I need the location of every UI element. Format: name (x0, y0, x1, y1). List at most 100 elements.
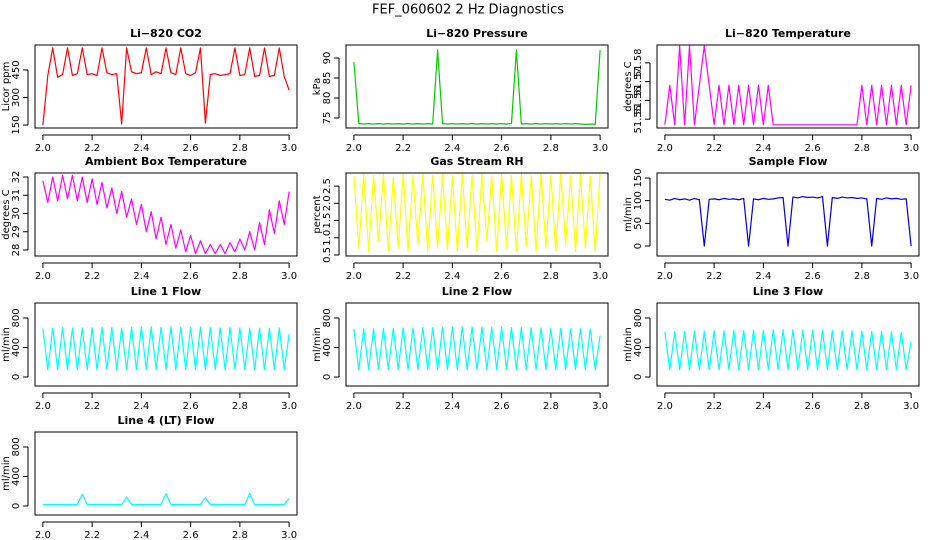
data-line (353, 326, 601, 371)
data-line (42, 47, 290, 126)
panel: Ambient Box Temperature degrees C 2.0 2.2 2.… (1, 155, 298, 282)
x-tick-label: 2.2 (84, 530, 100, 540)
x-tick-label: 2.4 (444, 401, 460, 412)
panel-title: Line 3 Flow (753, 285, 823, 298)
x-tick-label: 2.2 (84, 143, 100, 154)
x-tick-label: 2.0 (35, 271, 51, 282)
x-tick-label: 3.0 (281, 143, 297, 154)
y-tick-label: 80 (322, 92, 333, 105)
x-tick-label: 2.8 (232, 271, 248, 282)
x-tick-label: 2.0 (657, 143, 673, 154)
y-tick-label: 400 (633, 338, 644, 357)
y-tick-label: 0 (322, 374, 333, 380)
x-tick-label: 2.0 (346, 143, 362, 154)
panel: Sample Flow ml/min 2.0 2.2 2.4 2.6 2.8 3.0 0 50 10… (623, 155, 920, 282)
y-tick-label: 0 (633, 374, 644, 380)
x-tick-label: 3.0 (281, 271, 297, 282)
data-line (353, 173, 601, 253)
plot-frame (345, 44, 609, 129)
x-tick-label: 2.6 (183, 271, 199, 282)
x-tick-label: 2.6 (183, 143, 199, 154)
y-tick-label: 51.57 (633, 67, 644, 96)
x-tick-label: 3.0 (281, 530, 297, 540)
x-tick-label: 2.8 (232, 401, 248, 412)
data-line (664, 45, 912, 126)
x-tick-label: 2.4 (755, 271, 771, 282)
y-tick-label: 0 (11, 503, 22, 509)
y-axis-label: ml/min (1, 327, 12, 362)
y-tick-label: 31 (11, 189, 22, 202)
x-tick-label: 2.2 (706, 143, 722, 154)
y-tick-label: 2.5 (322, 178, 333, 194)
y-tick-label: 1.5 (322, 213, 333, 229)
x-tick-label: 2.2 (84, 401, 100, 412)
panel: Li−820 Temperature degrees C 2.0 2.2 2.4 2.6 2… (623, 27, 920, 154)
x-tick-label: 2.0 (35, 143, 51, 154)
panel-title: Li−820 CO2 (130, 27, 202, 40)
x-tick-label: 2.6 (494, 401, 510, 412)
y-tick-label: 51.58 (633, 49, 644, 78)
x-tick-label: 2.4 (133, 143, 149, 154)
y-tick-label: 51.56 (633, 86, 644, 115)
y-tick-label: 150 (633, 168, 644, 187)
x-tick-label: 2.2 (395, 271, 411, 282)
y-axis-label: ml/min (1, 456, 12, 491)
y-tick-label: 51.55 (633, 105, 644, 134)
x-tick-label: 2.8 (854, 401, 870, 412)
x-tick-label: 2.4 (755, 401, 771, 412)
x-tick-label: 2.6 (494, 143, 510, 154)
y-axis-label: degrees C (623, 61, 634, 111)
x-tick-label: 2.8 (854, 271, 870, 282)
panel: Line 2 Flow ml/min 2.0 2.2 2.4 2.6 2.8 3.0 0 400 8… (312, 285, 609, 412)
plot-frame (34, 44, 298, 129)
y-tick-label: 400 (11, 338, 22, 357)
x-tick-label: 3.0 (903, 271, 919, 282)
x-tick-label: 2.8 (854, 143, 870, 154)
x-tick-label: 2.4 (755, 143, 771, 154)
x-tick-label: 2.0 (35, 530, 51, 540)
panel-title: Gas Stream RH (430, 155, 523, 168)
x-tick-label: 2.8 (543, 401, 559, 412)
y-tick-label: 800 (11, 308, 22, 327)
panel: Line 4 (LT) Flow ml/min 2.0 2.2 2.4 2.6 2.8 3.0… (1, 414, 298, 540)
x-tick-label: 2.2 (395, 143, 411, 154)
y-tick-label: 2.0 (322, 195, 333, 211)
x-tick-label: 2.6 (805, 271, 821, 282)
y-tick-label: 90 (322, 52, 333, 65)
plot-frame (34, 172, 298, 257)
y-axis-label: percent (312, 195, 323, 233)
x-tick-label: 2.6 (805, 143, 821, 154)
x-tick-label: 2.2 (84, 271, 100, 282)
plot-frame (656, 302, 920, 387)
plot-frame (656, 172, 920, 257)
y-axis-label: Licor ppm (1, 62, 12, 112)
y-tick-label: 800 (322, 308, 333, 327)
panel: Line 3 Flow ml/min 2.0 2.2 2.4 2.6 2.8 3.0 0 400 8… (623, 285, 920, 412)
x-tick-label: 2.8 (232, 530, 248, 540)
y-tick-label: 150 (11, 116, 22, 135)
x-tick-label: 2.0 (346, 271, 362, 282)
y-tick-label: 50 (633, 217, 644, 230)
data-line (42, 326, 290, 371)
x-tick-label: 2.2 (706, 401, 722, 412)
x-tick-label: 2.8 (543, 143, 559, 154)
y-tick-label: 400 (11, 467, 22, 486)
x-tick-label: 2.2 (706, 271, 722, 282)
x-tick-label: 2.4 (133, 401, 149, 412)
panel-title: Sample Flow (749, 155, 828, 168)
x-tick-label: 2.8 (232, 143, 248, 154)
panel-title: Ambient Box Temperature (85, 155, 247, 168)
panel: Line 1 Flow ml/min 2.0 2.2 2.4 2.6 2.8 3.0 0 400 8… (1, 285, 298, 412)
figure-title: FEF_060602 2 Hz Diagnostics (372, 3, 564, 18)
x-tick-label: 3.0 (592, 401, 608, 412)
plot-frame (34, 302, 298, 387)
x-tick-label: 2.2 (395, 401, 411, 412)
x-tick-label: 2.6 (183, 401, 199, 412)
x-tick-label: 2.4 (444, 271, 460, 282)
x-tick-label: 2.6 (183, 530, 199, 540)
y-tick-label: 0.5 (322, 247, 333, 263)
y-tick-label: 85 (322, 72, 333, 85)
